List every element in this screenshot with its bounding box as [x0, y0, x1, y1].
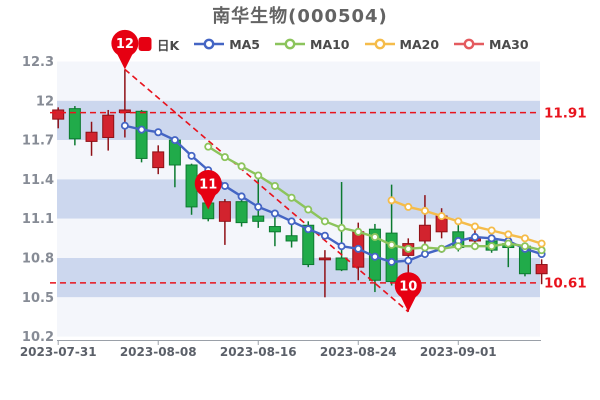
- y-axis-label: 11.1: [22, 212, 54, 227]
- x-axis-label: 2023-09-01: [420, 345, 497, 359]
- candle-2023-08-18: [285, 222, 298, 248]
- y-axis-label: 11.7: [22, 134, 54, 149]
- x-axis-label: 2023-08-08: [120, 345, 197, 359]
- candle-legend-icon: [138, 37, 152, 51]
- legend-label: MA20: [399, 36, 440, 52]
- candle-2023-09-08: [535, 259, 548, 285]
- candle-2023-08-14: [218, 199, 231, 245]
- x-axis-label: 2023-08-24: [320, 345, 397, 359]
- ma-line-ma5: [120, 121, 546, 266]
- plot-band: [57, 179, 540, 219]
- y-axis-label: 11.4: [22, 173, 54, 188]
- legend: 日K MA5 MA10 MA20 MA30: [138, 34, 544, 54]
- candle-2023-08-10: [185, 163, 198, 215]
- candle-2023-08-17: [268, 217, 281, 247]
- candle-2023-08-15: [235, 196, 248, 227]
- price-pin-12: 12: [111, 29, 139, 70]
- legend-item-日k[interactable]: 日K: [138, 35, 179, 54]
- x-axis-label: 2023-07-31: [20, 345, 97, 359]
- legend-label: MA10: [310, 36, 350, 52]
- legend-item-ma30[interactable]: MA30: [454, 36, 529, 52]
- ma-line-legend-icon: [364, 38, 395, 50]
- price-pin-11: 11: [194, 170, 222, 210]
- x-axis-label: 2023-08-16: [220, 345, 297, 359]
- chart-title: 南华生物(000504): [212, 6, 388, 27]
- price-label-11.91: 11.91: [544, 105, 587, 121]
- ma-line-ma10: [204, 142, 546, 255]
- candle-2023-08-30: [418, 195, 431, 244]
- pin-label: 10: [399, 280, 417, 295]
- candle-2023-08-07: [135, 109, 148, 163]
- price-label-10.61: 10.61: [544, 276, 587, 292]
- pin-label: 12: [116, 37, 134, 52]
- trend-line: [124, 68, 409, 313]
- price-pin-10: 10: [394, 272, 422, 312]
- candle-2023-08-22: [318, 250, 331, 298]
- ma-line-legend-icon: [275, 38, 305, 50]
- plot-band: [57, 258, 540, 298]
- candle-2023-08-08: [152, 145, 165, 175]
- plot-band: [57, 100, 540, 141]
- candle-2023-08-02: [85, 121, 98, 156]
- y-axis-label: 10.8: [22, 252, 54, 267]
- legend-label: MA30: [489, 36, 529, 52]
- ma-line-legend-icon: [454, 38, 485, 50]
- candle-2023-07-31: [52, 107, 65, 129]
- y-axis-label: 12: [36, 94, 54, 109]
- y-axis-label: 10.5: [22, 291, 54, 306]
- legend-label: 日K: [157, 37, 180, 53]
- plot-band: [57, 297, 540, 337]
- y-axis-label: 10.2: [22, 330, 54, 345]
- plot-band: [57, 140, 540, 180]
- legend-label: MA5: [229, 36, 260, 52]
- y-axis-label: 12.3: [22, 55, 54, 70]
- legend-item-ma20[interactable]: MA20: [364, 36, 440, 52]
- ma-line-legend-icon: [194, 38, 225, 50]
- candle-2023-08-03: [102, 109, 115, 151]
- legend-item-ma5[interactable]: MA5: [194, 36, 260, 52]
- plot-band: [57, 61, 540, 101]
- pin-label: 11: [199, 177, 217, 192]
- ma-line-ma20: [387, 196, 546, 248]
- legend-item-ma10[interactable]: MA10: [275, 36, 350, 52]
